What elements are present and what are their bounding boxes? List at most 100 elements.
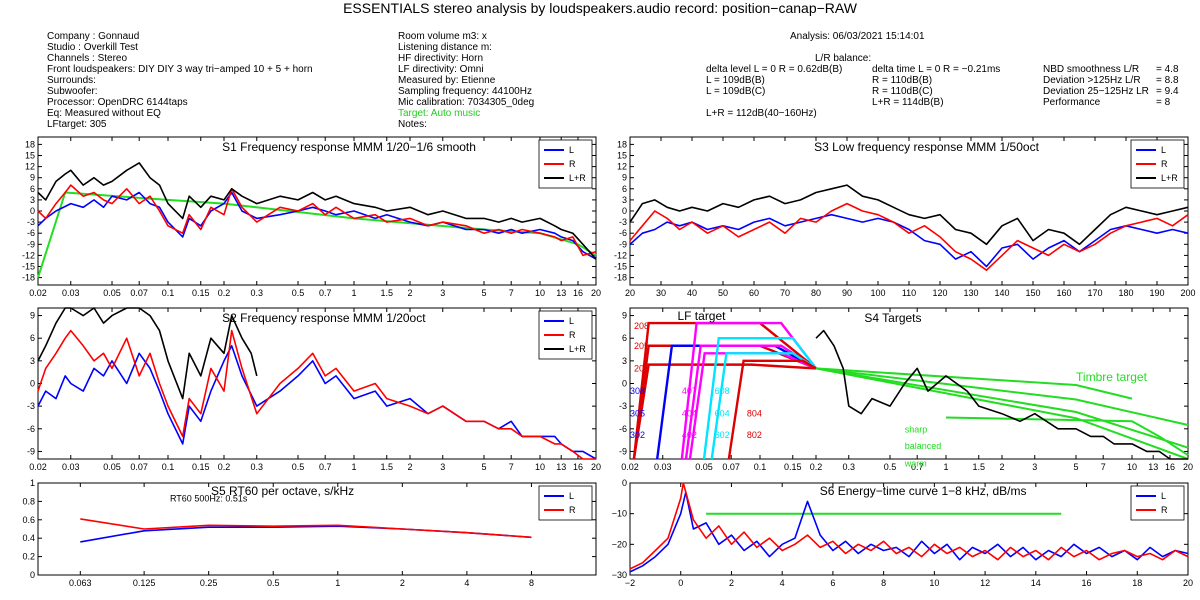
s5-plot-area bbox=[37, 482, 597, 576]
s1-title: S1 Frequency response MMM 1/20−1/6 smoot… bbox=[222, 140, 476, 154]
s2-y-tick-label: -6 bbox=[27, 424, 35, 434]
s4-x-tick-label: 0.2 bbox=[810, 462, 823, 472]
s6-series-r bbox=[629, 482, 1189, 570]
s5-x-tick-label: 0.25 bbox=[200, 578, 218, 588]
s2-y-tick-label: -3 bbox=[27, 401, 35, 411]
s2-x-tick-label: 0.3 bbox=[250, 462, 263, 472]
info-hf-directivity: HF directivity: Horn bbox=[398, 53, 484, 64]
info-measured-by: Measured by: Etienne bbox=[398, 75, 496, 86]
s2-x-tick-label: 0.15 bbox=[192, 462, 210, 472]
s4-lf-target-label: 404 bbox=[682, 409, 697, 419]
s5-y-tick-label: 0 bbox=[30, 570, 35, 580]
nbd-values: = 4.8 = 8.8 = 9.4 = 8 bbox=[1156, 64, 1179, 108]
s5-y-tick-label: 1 bbox=[30, 478, 35, 488]
s1-x-tick-label: 0.05 bbox=[103, 288, 121, 298]
s3-series-lplusr bbox=[629, 184, 1189, 246]
s1-x-tick-label: 3 bbox=[440, 288, 445, 298]
s1-x-tick-label: 7 bbox=[509, 288, 514, 298]
s4-y-tick-label: 0 bbox=[622, 379, 627, 389]
s3-x-tick-label: 40 bbox=[687, 288, 697, 298]
s3-x-tick-label: 170 bbox=[1087, 288, 1102, 298]
info-notes: Notes: bbox=[398, 119, 427, 130]
s4-x-tick-label: 20 bbox=[1183, 462, 1193, 472]
s4-timbre-target-label: Timbre target bbox=[1076, 370, 1148, 384]
s2-x-tick-label: 7 bbox=[509, 462, 514, 472]
info-listening-distance: Listening distance m: bbox=[398, 42, 492, 53]
s3-legend-label-r: R bbox=[1161, 159, 1168, 169]
s4-title: S4 Targets bbox=[864, 311, 921, 325]
lr-l-b: L = 109dB(B) bbox=[706, 75, 765, 86]
s3-y-tick-label: -3 bbox=[619, 217, 627, 227]
s4-lf-target-label: 804 bbox=[747, 409, 762, 419]
lr-delta-level: delta level L = 0 R = 0.62dB(B) bbox=[706, 64, 843, 75]
s1-y-tick-label: -3 bbox=[27, 217, 35, 227]
lr-r-c: R = 110dB(C) bbox=[872, 86, 933, 97]
s4-x-tick-label: 3 bbox=[1032, 462, 1037, 472]
s4-timbre-target-curve bbox=[815, 367, 1189, 449]
s1-x-tick-label: 0.1 bbox=[162, 288, 175, 298]
info-lf-directivity: LF directivity: Omni bbox=[398, 64, 484, 75]
s4-lf-target-label: 208 bbox=[634, 321, 649, 331]
s3-x-tick-label: 50 bbox=[718, 288, 728, 298]
s1-y-tick-label: -15 bbox=[22, 262, 35, 272]
s4-y-tick-label: -3 bbox=[619, 401, 627, 411]
s1-x-tick-label: 10 bbox=[535, 288, 545, 298]
s5-series-r bbox=[80, 518, 532, 539]
s2-x-tick-label: 0.2 bbox=[218, 462, 231, 472]
s6-legend bbox=[1130, 485, 1185, 521]
s4-timbre-target-curve bbox=[815, 367, 1189, 460]
s5-x-tick-label: 4 bbox=[464, 578, 469, 588]
s6-x-tick-label: −2 bbox=[625, 578, 635, 588]
s3-x-tick-label: 160 bbox=[1056, 288, 1071, 298]
s2-legend-label-l: L bbox=[569, 316, 574, 326]
s4-y-tick-label: -9 bbox=[619, 446, 627, 456]
performance-value: = 8 bbox=[1156, 97, 1171, 108]
s4-lf-target-label: 202 bbox=[634, 363, 649, 373]
s1-series-l bbox=[37, 191, 597, 260]
s6-x-tick-label: 10 bbox=[929, 578, 939, 588]
s3-y-tick-label: 3 bbox=[622, 195, 627, 205]
s3-x-tick-label: 30 bbox=[656, 288, 666, 298]
s1-x-tick-label: 16 bbox=[573, 288, 583, 298]
s3-y-tick-label: 18 bbox=[617, 139, 627, 149]
s4-warm-label: warm bbox=[904, 459, 927, 469]
info-subwoofer: Subwoofer: bbox=[47, 86, 98, 97]
s1-legend-label-r: R bbox=[569, 159, 576, 169]
s1-y-tick-label: 15 bbox=[25, 151, 35, 161]
s5-x-tick-label: 0.063 bbox=[69, 578, 92, 588]
s4-timbre-target-curve bbox=[815, 367, 1189, 427]
s6-y-tick-label: 0 bbox=[622, 478, 627, 488]
s1-x-tick-label: 5 bbox=[482, 288, 487, 298]
info-lftarget: LFtarget: 305 bbox=[47, 119, 107, 130]
s1-series-r bbox=[37, 184, 597, 257]
s3-x-tick-label: 80 bbox=[811, 288, 821, 298]
s2-x-tick-label: 0.5 bbox=[292, 462, 305, 472]
s3-legend bbox=[1130, 139, 1185, 189]
s1-series-lplusr bbox=[37, 162, 597, 260]
s2-x-tick-label: 1 bbox=[352, 462, 357, 472]
s4-lf-target-label: 302 bbox=[630, 430, 645, 440]
s1-x-tick-label: 0.7 bbox=[319, 288, 332, 298]
s2-x-tick-label: 2 bbox=[407, 462, 412, 472]
s6-x-tick-label: 16 bbox=[1082, 578, 1092, 588]
s2-x-tick-label: 0.1 bbox=[162, 462, 175, 472]
s1-x-tick-label: 0.15 bbox=[192, 288, 210, 298]
lr-r-b: R = 110dB(B) bbox=[872, 75, 933, 86]
s2-y-tick-label: 6 bbox=[30, 333, 35, 343]
s4-sharp-label: sharp bbox=[905, 425, 928, 435]
s3-y-tick-label: -12 bbox=[614, 250, 627, 260]
s3-y-tick-label: 15 bbox=[617, 151, 627, 161]
s4-lf-target-label: 205 bbox=[634, 341, 649, 351]
s1-x-tick-label: 20 bbox=[591, 288, 601, 298]
s6-x-tick-label: 18 bbox=[1132, 578, 1142, 588]
s3-series-l bbox=[629, 213, 1189, 268]
s3-x-tick-label: 100 bbox=[870, 288, 885, 298]
s4-lf-target-label: 305 bbox=[630, 409, 645, 419]
nbd-smoothness-label: NBD smoothness L/R bbox=[1043, 64, 1140, 75]
s3-series-r bbox=[629, 202, 1189, 271]
s3-x-tick-label: 140 bbox=[994, 288, 1009, 298]
performance-label: Performance bbox=[1043, 97, 1101, 108]
s3-x-tick-label: 20 bbox=[625, 288, 635, 298]
s4-y-tick-label: -6 bbox=[619, 424, 627, 434]
s4-x-tick-label: 0.1 bbox=[754, 462, 767, 472]
